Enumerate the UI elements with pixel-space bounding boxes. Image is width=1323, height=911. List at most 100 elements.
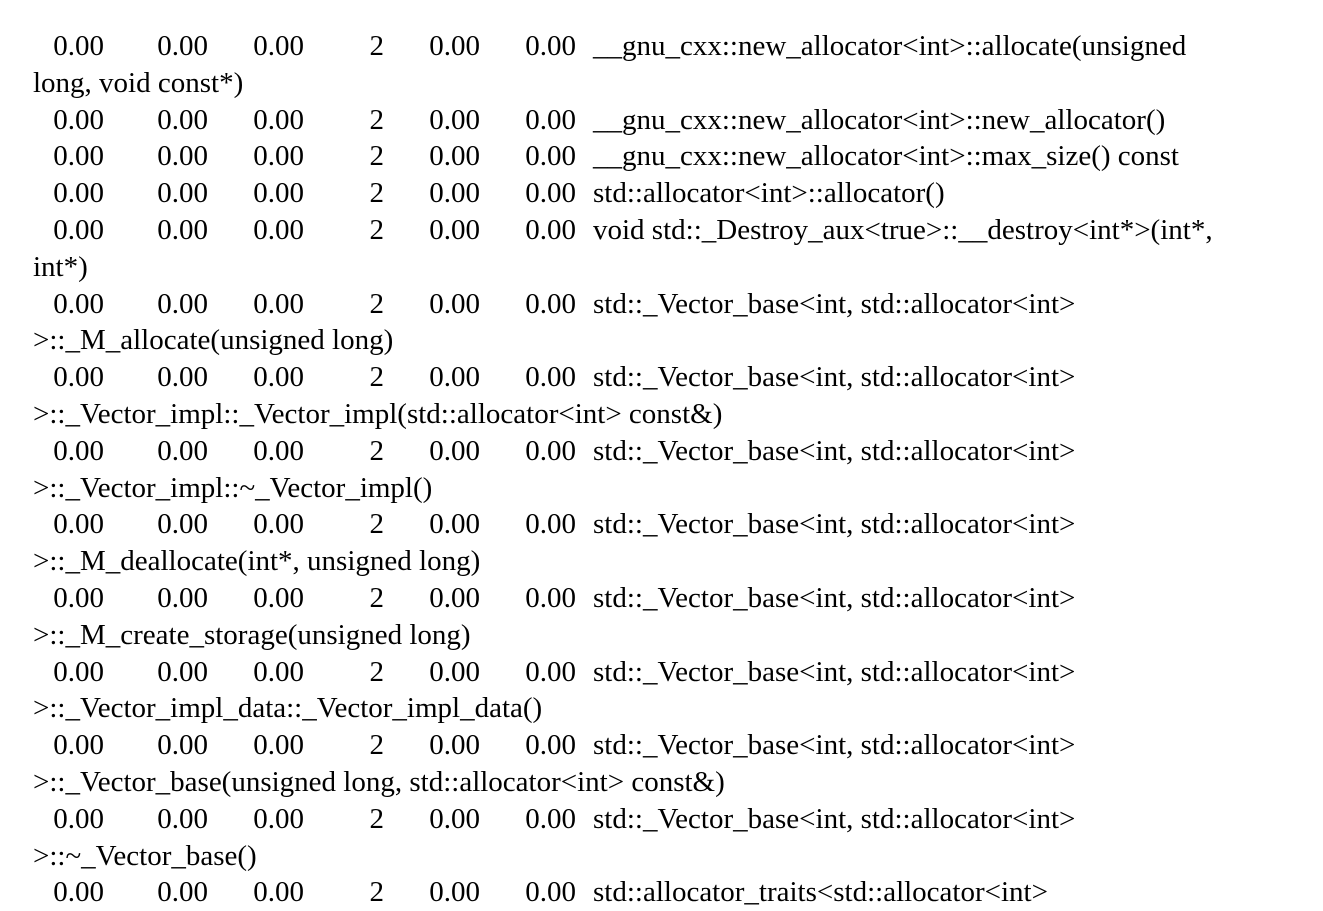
total-per-call-cell: 0.00 [525, 140, 576, 173]
function-name-continuation: >::_M_deallocate(int*, unsigned long) [33, 545, 481, 578]
function-name: __gnu_cxx::new_allocator<int>::max_size(… [593, 140, 1179, 173]
function-name-continuation: long, void const*) [33, 66, 244, 99]
self-per-call-cell: 0.00 [429, 434, 480, 467]
entry-main-line: 0.00 0.00 0.00 2 0.00 0.00 std::_Vector_base<i… [33, 286, 1303, 323]
calls-cell: 2 [369, 876, 385, 909]
profile-entry: 0.00 0.00 0.00 2 0.00 0.00 __gnu_cxx::new_allo… [33, 102, 1303, 139]
total-per-call-cell: 0.00 [525, 361, 576, 394]
self-seconds-cell: 0.00 [253, 287, 304, 320]
cumulative-seconds-cell: 0.00 [157, 655, 208, 688]
entry-main-line: 0.00 0.00 0.00 2 0.00 0.00 __gnu_cxx::new_allo… [33, 102, 1303, 139]
total-per-call-cell: 0.00 [525, 103, 576, 136]
calls-cell: 2 [369, 140, 385, 173]
function-name: std::_Vector_base<int, std::allocator<in… [593, 581, 1076, 614]
cumulative-seconds-cell: 0.00 [157, 508, 208, 541]
self-per-call-cell: 0.00 [429, 140, 480, 173]
entry-main-line: 0.00 0.00 0.00 2 0.00 0.00 std::allocator_trai… [33, 874, 1303, 911]
profile-entry: 0.00 0.00 0.00 2 0.00 0.00 std::_Vector_base<i… [33, 654, 1303, 728]
percent-time-cell: 0.00 [53, 655, 104, 688]
function-name: std::_Vector_base<int, std::allocator<in… [593, 508, 1076, 541]
profile-entry: 0.00 0.00 0.00 2 0.00 0.00 std::_Vector_base<i… [33, 286, 1303, 360]
function-name: std::_Vector_base<int, std::allocator<in… [593, 287, 1076, 320]
entry-main-line: 0.00 0.00 0.00 2 0.00 0.00 std::_Vector_base<i… [33, 433, 1303, 470]
percent-time-cell: 0.00 [53, 729, 104, 762]
function-name-continuation: >::_Vector_base(unsigned long, std::allo… [33, 765, 725, 798]
function-name: std::_Vector_base<int, std::allocator<in… [593, 655, 1076, 688]
percent-time-cell: 0.00 [53, 103, 104, 136]
self-per-call-cell: 0.00 [429, 103, 480, 136]
calls-cell: 2 [369, 30, 385, 62]
percent-time-cell: 0.00 [53, 434, 104, 467]
self-seconds-cell: 0.00 [253, 876, 304, 909]
function-name: void std::_Destroy_aux<true>::__destroy<… [593, 213, 1213, 246]
total-per-call-cell: 0.00 [525, 177, 576, 210]
total-per-call-cell: 0.00 [525, 581, 576, 614]
self-seconds-cell: 0.00 [253, 213, 304, 246]
calls-cell: 2 [369, 287, 385, 320]
self-seconds-cell: 0.00 [253, 729, 304, 762]
self-seconds-cell: 0.00 [253, 655, 304, 688]
profile-entry: 0.00 0.00 0.00 2 0.00 0.00 std::_Vector_base<i… [33, 801, 1303, 875]
self-seconds-cell: 0.00 [253, 802, 304, 835]
function-name: std::_Vector_base<int, std::allocator<in… [593, 434, 1076, 467]
self-seconds-cell: 0.00 [253, 581, 304, 614]
self-per-call-cell: 0.00 [429, 30, 480, 62]
total-per-call-cell: 0.00 [525, 434, 576, 467]
self-per-call-cell: 0.00 [429, 581, 480, 614]
profile-entry: 0.00 0.00 0.00 2 0.00 0.00 void std::_Destroy_… [33, 212, 1303, 286]
profile-entry: 0.00 0.00 0.00 2 0.00 0.00 std::allocator<int>… [33, 175, 1303, 212]
cumulative-seconds-cell: 0.00 [157, 876, 208, 909]
self-per-call-cell: 0.00 [429, 177, 480, 210]
profile-entry: 0.00 0.00 0.00 2 0.00 0.00 std::_Vector_base<i… [33, 580, 1303, 654]
profile-listing: 0.00 0.00 0.00 2 0.00 0.00 __gnu_cxx::new_allo… [33, 28, 1303, 911]
self-per-call-cell: 0.00 [429, 729, 480, 762]
self-per-call-cell: 0.00 [429, 287, 480, 320]
function-name: std::allocator_traits<std::allocator<int… [593, 876, 1048, 909]
percent-time-cell: 0.00 [53, 30, 104, 62]
cumulative-seconds-cell: 0.00 [157, 287, 208, 320]
cumulative-seconds-cell: 0.00 [157, 802, 208, 835]
entry-main-line: 0.00 0.00 0.00 2 0.00 0.00 __gnu_cxx::new_allo… [33, 138, 1303, 175]
self-per-call-cell: 0.00 [429, 508, 480, 541]
percent-time-cell: 0.00 [53, 361, 104, 394]
self-per-call-cell: 0.00 [429, 213, 480, 246]
function-name-continuation: >::_Vector_impl_data::_Vector_impl_data(… [33, 692, 543, 725]
total-per-call-cell: 0.00 [525, 213, 576, 246]
function-name: std::allocator<int>::allocator() [593, 177, 945, 210]
total-per-call-cell: 0.00 [525, 876, 576, 909]
total-per-call-cell: 0.00 [525, 508, 576, 541]
self-seconds-cell: 0.00 [253, 103, 304, 136]
function-name-continuation: >::_M_allocate(unsigned long) [33, 324, 394, 357]
self-seconds-cell: 0.00 [253, 177, 304, 210]
entry-main-line: 0.00 0.00 0.00 2 0.00 0.00 std::_Vector_base<i… [33, 506, 1303, 543]
percent-time-cell: 0.00 [53, 177, 104, 210]
profile-entry: 0.00 0.00 0.00 2 0.00 0.00 std::_Vector_base<i… [33, 506, 1303, 580]
self-seconds-cell: 0.00 [253, 508, 304, 541]
percent-time-cell: 0.00 [53, 140, 104, 173]
entry-main-line: 0.00 0.00 0.00 2 0.00 0.00 void std::_Destroy_… [33, 212, 1303, 249]
self-seconds-cell: 0.00 [253, 140, 304, 173]
profile-entry: 0.00 0.00 0.00 2 0.00 0.00 std::_Vector_base<i… [33, 727, 1303, 801]
entry-main-line: 0.00 0.00 0.00 2 0.00 0.00 std::_Vector_base<i… [33, 359, 1303, 396]
total-per-call-cell: 0.00 [525, 729, 576, 762]
profile-entry: 0.00 0.00 0.00 2 0.00 0.00 std::allocator_trai… [33, 874, 1303, 911]
self-per-call-cell: 0.00 [429, 802, 480, 835]
entry-main-line: 0.00 0.00 0.00 2 0.00 0.00 std::_Vector_base<i… [33, 654, 1303, 691]
calls-cell: 2 [369, 103, 385, 136]
profile-entry: 0.00 0.00 0.00 2 0.00 0.00 __gnu_cxx::new_allo… [33, 138, 1303, 175]
calls-cell: 2 [369, 802, 385, 835]
function-name-continuation: int*) [33, 250, 88, 283]
function-name: std::_Vector_base<int, std::allocator<in… [593, 729, 1076, 762]
calls-cell: 2 [369, 655, 385, 688]
cumulative-seconds-cell: 0.00 [157, 213, 208, 246]
function-name: __gnu_cxx::new_allocator<int>::new_alloc… [593, 103, 1166, 136]
percent-time-cell: 0.00 [53, 876, 104, 909]
cumulative-seconds-cell: 0.00 [157, 103, 208, 136]
function-name: std::_Vector_base<int, std::allocator<in… [593, 361, 1076, 394]
total-per-call-cell: 0.00 [525, 30, 576, 62]
entry-main-line: 0.00 0.00 0.00 2 0.00 0.00 std::_Vector_base<i… [33, 801, 1303, 838]
calls-cell: 2 [369, 177, 385, 210]
self-per-call-cell: 0.00 [429, 361, 480, 394]
calls-cell: 2 [369, 508, 385, 541]
self-per-call-cell: 0.00 [429, 655, 480, 688]
